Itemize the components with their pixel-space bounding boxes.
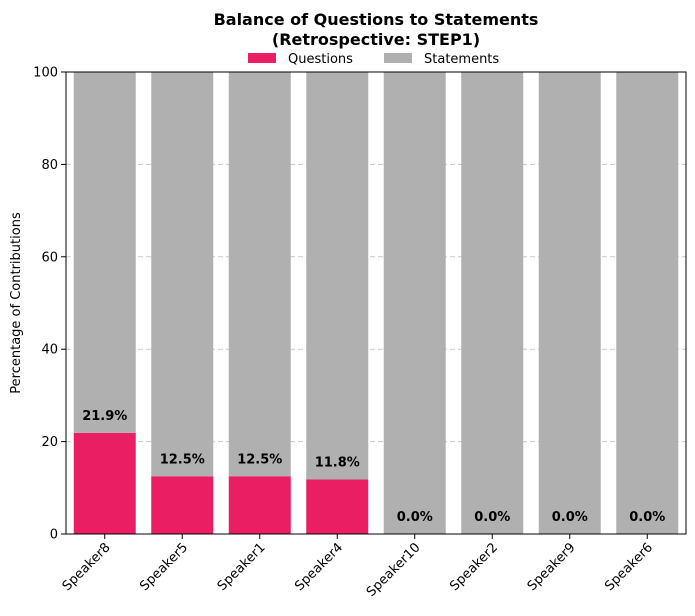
data-label-speaker5: 12.5%: [160, 452, 205, 467]
y-tick-label: 40: [41, 343, 58, 358]
legend-swatch-statements: [384, 53, 412, 63]
bar-statements-speaker5: [151, 72, 214, 477]
data-label-speaker6: 0.0%: [629, 510, 665, 525]
bar-statements-speaker6: [616, 72, 679, 534]
data-labels: 21.9% 12.5% 12.5% 11.8% 0.0% 0.0% 0.0% 0.0%: [82, 409, 665, 525]
x-tick-label: Speaker2: [447, 540, 501, 594]
x-tick-label: Speaker8: [60, 540, 114, 594]
legend: Questions Statements: [248, 52, 499, 67]
x-tick-label: Speaker6: [602, 540, 656, 594]
y-tick-label: 60: [41, 250, 58, 265]
bar-statements-speaker4: [306, 72, 369, 480]
legend-swatch-questions: [248, 53, 276, 63]
y-tick-label: 100: [33, 66, 58, 81]
x-tick-label: Speaker1: [215, 540, 269, 594]
bar-statements-speaker10: [383, 72, 446, 534]
x-tick-label: Speaker10: [364, 540, 424, 600]
bar-statements-speaker9: [538, 72, 601, 534]
bar-questions-speaker5: [151, 476, 214, 534]
y-tick-label: 20: [41, 435, 58, 450]
plot-frame: [65, 71, 687, 535]
legend-label-statements: Statements: [424, 52, 499, 67]
bar-questions-speaker1: [228, 476, 291, 534]
data-label-speaker8: 21.9%: [82, 409, 127, 424]
bar-questions-speaker4: [306, 479, 369, 534]
chart-title-line1: Balance of Questions to Statements: [214, 10, 539, 29]
y-axis-label: Percentage of Contributions: [9, 212, 24, 394]
bar-statements-speaker8: [73, 72, 136, 433]
chart-title-line2: (Retrospective: STEP1): [272, 30, 480, 49]
data-label-speaker4: 11.8%: [315, 455, 360, 470]
data-label-speaker1: 12.5%: [237, 452, 282, 467]
y-tick-label: 0: [50, 528, 58, 543]
x-tick-label: Speaker9: [525, 540, 579, 594]
bar-statements-speaker2: [461, 72, 524, 534]
x-tick-label: Speaker4: [292, 540, 346, 594]
y-tick-label: 80: [41, 158, 58, 173]
legend-label-questions: Questions: [288, 52, 353, 67]
data-label-speaker2: 0.0%: [474, 510, 510, 525]
data-label-speaker9: 0.0%: [552, 510, 588, 525]
bar-statements-speaker1: [228, 72, 291, 477]
bar-questions-speaker8: [73, 432, 136, 534]
x-tick-label: Speaker5: [137, 540, 191, 594]
data-label-speaker10: 0.0%: [397, 510, 433, 525]
bars: [73, 72, 679, 534]
